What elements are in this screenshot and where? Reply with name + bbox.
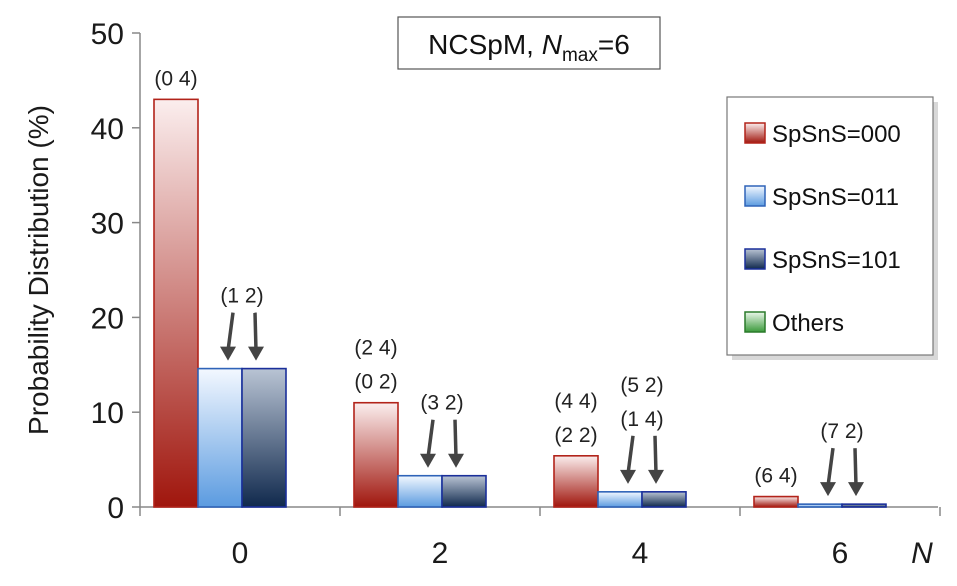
arrow-head [220, 346, 236, 361]
legend-label-0: SpSnS=000 [772, 121, 901, 148]
bar-spsns-101-n4 [641, 491, 687, 508]
arrow-shaft [826, 447, 835, 487]
annotation-group: (0 4) (1 2) (2 4) (0 2) (3 2) (4 4) (2 2) (5 2)… [154, 67, 864, 497]
bar-spsns-000-n6 [753, 495, 799, 508]
legend-swatch-1 [744, 185, 766, 207]
annotation-label: (5 2) [620, 374, 663, 397]
x-tick-label: 0 [232, 537, 249, 570]
annotation-label: (0 2) [354, 371, 397, 394]
y-tick-group: 0 10 20 30 40 50 [91, 18, 140, 525]
title-text: NCSpM, Nmax=6 [428, 29, 630, 66]
bar-spsns-000-n4 [553, 455, 599, 508]
bar-spsns-011-n0 [197, 367, 243, 508]
x-tick-label: 4 [632, 537, 649, 570]
bar-spsns-011-n2 [397, 474, 443, 508]
legend-swatch-0 [744, 122, 766, 144]
chart-title: NCSpM, Nmax=6 [397, 16, 661, 70]
arrow-shaft [853, 448, 858, 487]
bar-spsns-101-n0 [241, 367, 287, 508]
annotation-label: (2 2) [554, 424, 597, 447]
annotation-label: (2 4) [354, 337, 397, 360]
title-box [397, 16, 661, 70]
arrow-shaft [226, 312, 235, 351]
legend-label-1: SpSnS=011 [772, 184, 899, 211]
arrow-head [248, 346, 264, 361]
arrow-head [820, 482, 836, 497]
arrow-shaft [626, 435, 635, 475]
y-tick-label: 0 [107, 492, 124, 525]
legend-label-2: SpSnS=101 [772, 247, 901, 274]
arrow-head [420, 453, 436, 468]
arrow-shaft [453, 419, 458, 458]
arrow-shaft [653, 435, 658, 474]
annotation-label: (0 4) [154, 67, 197, 90]
x-tick-label: 2 [432, 537, 449, 570]
arrow-shaft [426, 419, 435, 458]
bar-spsns-000-n2 [353, 401, 399, 508]
title-subscript: max [562, 45, 598, 66]
y-tick-label: 50 [91, 18, 124, 51]
legend-label-3: Others [772, 310, 844, 337]
bar-group [153, 98, 887, 508]
y-tick-label: 10 [91, 397, 124, 430]
y-tick-label: 40 [91, 113, 124, 146]
arrow-head [648, 469, 664, 484]
x-tick-label: 6 [832, 537, 849, 570]
y-tick-label: 20 [91, 302, 124, 335]
title-prefix: NCSpM, [428, 29, 542, 60]
annotation-label: (6 4) [754, 465, 797, 488]
bar-spsns-011-n6 [797, 503, 843, 508]
legend-items: SpSnS=000 SpSnS=011 SpSnS=101 Others [744, 121, 901, 337]
title-variable: N [542, 29, 563, 60]
annotation-label: (3 2) [420, 392, 463, 415]
arrow-head [848, 482, 864, 497]
y-axis-label: Probability Distribution (%) [23, 105, 54, 435]
legend: SpSnS=000 SpSnS=011 SpSnS=101 Others [726, 96, 938, 360]
bar-spsns-101-n6 [841, 503, 887, 508]
bar-spsns-011-n4 [597, 491, 643, 508]
x-tick-group: 0 2 4 6 [139, 507, 941, 570]
arrow-head [620, 469, 636, 484]
annotation-label: (1 4) [620, 408, 663, 431]
arrow-shaft [253, 312, 258, 351]
x-axis-label: N [911, 537, 933, 570]
bar-spsns-000-n0 [153, 98, 199, 508]
arrow-head [448, 453, 464, 468]
legend-swatch-2 [744, 248, 766, 270]
title-suffix: =6 [598, 29, 630, 60]
bar-spsns-101-n2 [441, 474, 487, 508]
annotation-label: (7 2) [820, 420, 863, 443]
y-tick-label: 30 [91, 208, 124, 241]
legend-swatch-3 [744, 311, 766, 333]
annotation-label: (4 4) [554, 390, 597, 413]
annotation-label: (1 2) [220, 285, 263, 308]
